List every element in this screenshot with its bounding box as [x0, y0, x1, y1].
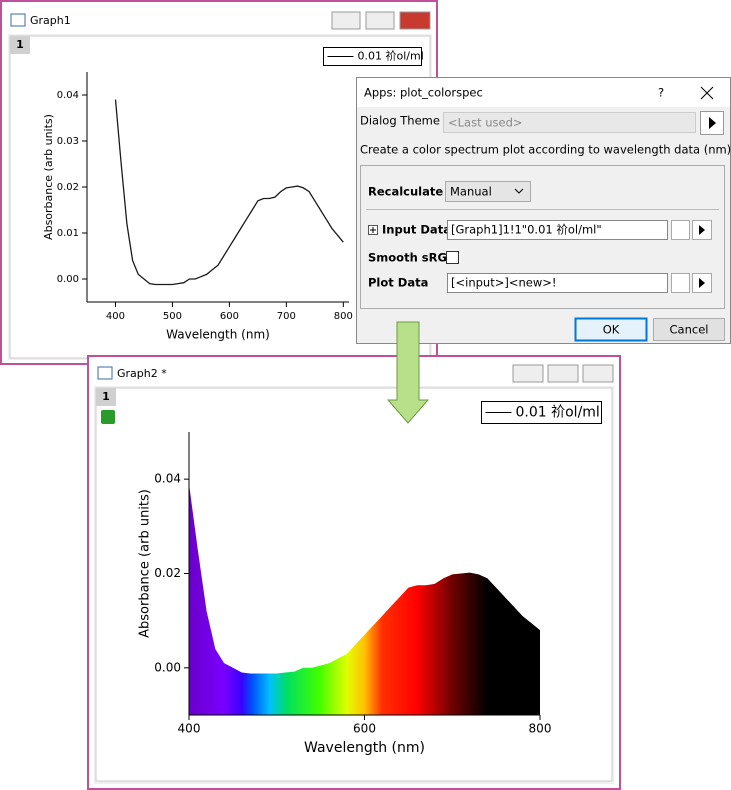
label: Plot Data: [368, 276, 428, 290]
label: Smooth sRGB: [368, 251, 456, 265]
x-tick-label: 800: [334, 311, 353, 322]
ok-button[interactable]: [574, 317, 648, 342]
window-title: Graph2 *: [117, 367, 167, 380]
y-tick-label: 0.04: [154, 472, 181, 486]
x-axis-title: Wavelength (nm): [166, 328, 270, 342]
legend-box: [481, 401, 602, 424]
y-tick-label: 0.04: [57, 90, 79, 101]
y-tick-label: 0.00: [57, 274, 79, 285]
x-axis-title: Wavelength (nm): [304, 740, 425, 756]
window-title: Graph1: [30, 14, 71, 27]
help-button[interactable]: ?: [658, 86, 664, 100]
maximize-button[interactable]: [547, 364, 579, 383]
arrow: [386, 321, 430, 424]
close-button[interactable]: [582, 364, 614, 383]
layer-tab[interactable]: 1: [16, 38, 24, 51]
x-tick-label: 600: [220, 311, 239, 322]
x-tick-label: 400: [106, 311, 125, 322]
input-data-field[interactable]: [447, 220, 668, 240]
graph2-window: Graph2 * 1 0.00 0.02 0.04 400 600 800 Waveleng…: [87, 355, 621, 790]
data-line: [114, 99, 344, 286]
y-tick-label: 0.02: [57, 182, 79, 193]
dialog-title: Apps: plot_colorspec: [364, 86, 483, 100]
smooth-checkbox[interactable]: [446, 251, 459, 264]
y-tick-label: 0.02: [154, 566, 181, 580]
label: Recalculate: [368, 185, 443, 199]
minimize-button[interactable]: [331, 11, 361, 30]
x-tick-label: 400: [178, 722, 201, 736]
minimize-button[interactable]: [512, 364, 544, 383]
y-axis-title: Absorbance (arb units): [138, 489, 153, 638]
theme-select[interactable]: [443, 112, 696, 133]
label: Input Data: [382, 223, 451, 237]
legend-box: [323, 47, 422, 66]
recalculate-select[interactable]: [445, 181, 531, 202]
theme-value: <Last used>: [448, 116, 523, 130]
x-tick-label: 800: [529, 722, 552, 736]
label: Dialog Theme: [360, 114, 440, 128]
y-tick-label: 0.00: [154, 660, 181, 674]
cancel-label: Cancel: [670, 323, 709, 337]
select-button[interactable]: [671, 220, 690, 240]
plot-value: [<input>]<new>!: [451, 276, 556, 290]
input-value: [Graph1]1!1"0.01 祄ol/ml": [451, 223, 602, 237]
spectrum-area: [189, 483, 540, 715]
cancel-button[interactable]: [653, 318, 725, 341]
dialog: Apps: plot_colorspec ? Dialog Theme <Las…: [356, 77, 731, 344]
select-button[interactable]: [671, 273, 690, 293]
x-tick-label: 700: [277, 311, 296, 322]
close-button[interactable]: [399, 11, 431, 30]
plot-data-field[interactable]: [447, 273, 668, 293]
y-tick-label: 0.01: [57, 228, 79, 239]
x-tick-label: 500: [163, 311, 182, 322]
y-axis-title: Absorbance (arb units): [42, 114, 55, 240]
legend-label: 0.01 祄ol/ml: [358, 49, 424, 63]
legend-label: 0.01 祄ol/ml: [516, 404, 600, 421]
close-button[interactable]: [700, 86, 714, 100]
layer-tab[interactable]: 1: [102, 390, 110, 403]
maximize-button[interactable]: [365, 11, 395, 30]
description: Create a color spectrum plot according t…: [360, 143, 731, 157]
ok-label: OK: [603, 323, 620, 337]
x-tick-label: 600: [353, 722, 376, 736]
y-tick-label: 0.03: [57, 136, 79, 147]
recalculate-value: Manual: [450, 185, 492, 199]
